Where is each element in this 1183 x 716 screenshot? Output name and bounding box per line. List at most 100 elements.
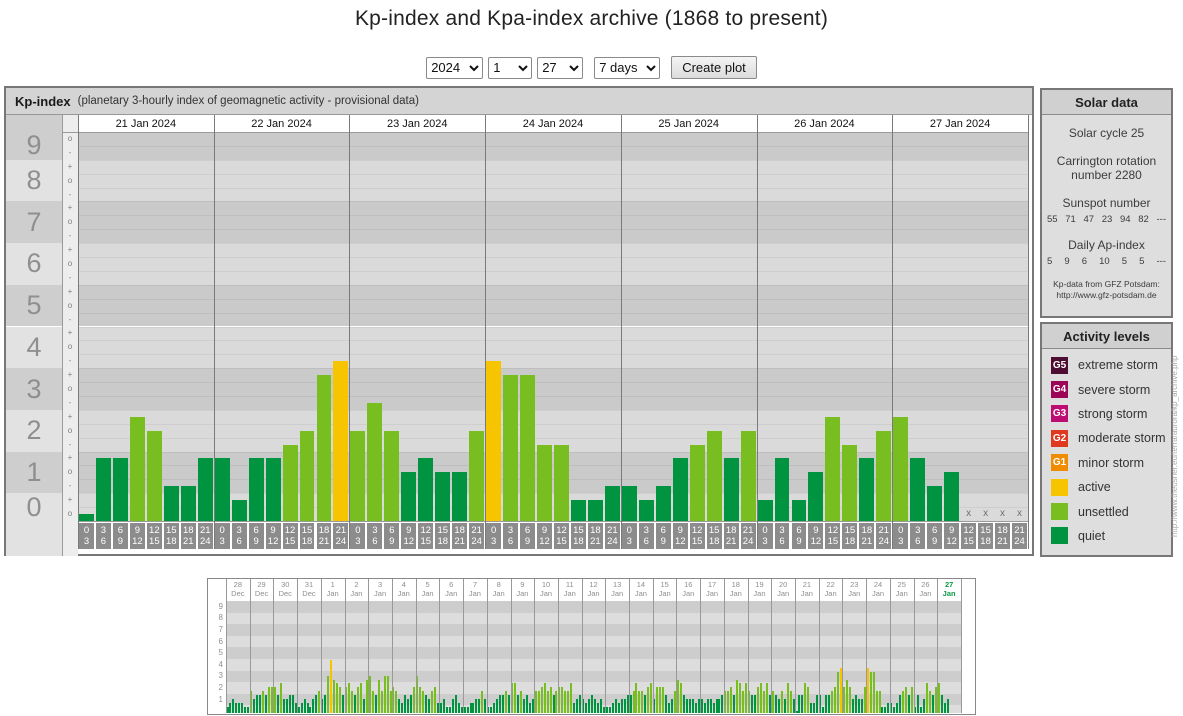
solar-value: 82	[1138, 214, 1149, 225]
overview-bar	[291, 695, 294, 713]
overview-day-separator	[534, 579, 536, 713]
overview-bar	[662, 687, 665, 713]
legend-label: strong storm	[1078, 406, 1148, 421]
overview-bar	[943, 702, 946, 713]
timespan-select[interactable]: 7 days	[594, 56, 661, 79]
day-select[interactable]: 27	[537, 56, 584, 79]
overview-date-label: 9 Jan	[516, 580, 529, 598]
overview-bar	[620, 698, 623, 713]
kp-plot-band	[78, 326, 1028, 369]
kp-axis-band	[6, 201, 62, 244]
overview-bar	[439, 702, 442, 713]
overview-bar	[644, 695, 647, 713]
overview-bar	[685, 698, 688, 713]
legend-row: quiet	[1042, 524, 1171, 548]
solar-value: ---	[1156, 214, 1167, 225]
year-select[interactable]: 2024	[426, 56, 484, 79]
kp-bar	[367, 402, 383, 521]
overview-bar	[478, 698, 481, 713]
solar-value: 23	[1101, 214, 1113, 225]
overview-bar	[585, 702, 588, 713]
overview-bar	[342, 695, 345, 713]
overview-bar	[629, 695, 632, 713]
overview-bar	[336, 683, 339, 713]
overview-bar	[534, 691, 537, 713]
overview-bar	[854, 695, 857, 713]
kp-subtick: -	[68, 272, 72, 282]
legend-row: G4 severe storm	[1042, 377, 1171, 401]
overview-date-label: 17 Jan	[705, 580, 719, 598]
overview-bar	[665, 695, 668, 713]
overview-chart: 9 8 7 6 5 4 3 2 1 28 Dec 29 Dec 30 Dec 31 Dec 1 Jan 2 Jan 3 Ja…	[208, 579, 975, 714]
overview-bar	[718, 698, 721, 713]
overview-bar	[226, 706, 229, 713]
kp-gridline	[78, 159, 1028, 161]
overview-bar	[410, 695, 413, 713]
overview-bar	[256, 695, 259, 713]
overview-bar	[688, 698, 691, 713]
kp-bar	[808, 472, 824, 521]
ap-label: Daily Ap-index	[1068, 238, 1145, 252]
overview-band	[226, 659, 961, 671]
ap-index-values: 5 9 6 10 5 5 ---	[1042, 252, 1171, 267]
overview-bar	[309, 706, 312, 713]
overview-bar	[839, 667, 842, 713]
kp-gridline	[78, 368, 1028, 370]
overview-bar	[475, 698, 478, 713]
overview-bar	[875, 691, 878, 713]
overview-bar	[315, 695, 318, 713]
kp-gridline	[78, 340, 1028, 342]
legend-color-chip: G5	[1051, 356, 1068, 374]
create-plot-button[interactable]: Create plot	[671, 56, 757, 79]
overview-bar	[333, 679, 336, 713]
day-separator	[756, 115, 758, 549]
overview-bar	[795, 710, 798, 713]
overview-bar	[902, 691, 905, 713]
kp-bar	[197, 458, 213, 521]
hour-label-box: 12 15	[554, 523, 569, 549]
overview-bar	[757, 687, 759, 713]
kp-index-panel: Kp-index (planetary 3-hourly index of ge…	[4, 86, 1034, 556]
hour-label-box: 15 18	[706, 523, 722, 549]
overview-bar	[276, 695, 279, 713]
hour-label-box: 21 24	[604, 523, 620, 549]
kp-bar	[876, 430, 892, 521]
kp-bar	[689, 444, 705, 521]
kp-gridline	[78, 312, 1028, 314]
kp-subtick: +	[67, 411, 73, 421]
overview-bar	[940, 695, 943, 713]
overview-bar	[380, 691, 383, 713]
overview-date-label: 30 Dec	[278, 580, 292, 598]
overview-axis-number: 8	[218, 613, 223, 623]
overview-day-separator	[320, 579, 322, 713]
overview-bar	[229, 702, 232, 713]
legend-label: severe storm	[1078, 382, 1151, 397]
overview-bar	[834, 687, 837, 713]
overview-bar	[508, 695, 511, 713]
overview-date-label: 15 Jan	[658, 580, 671, 598]
month-select[interactable]: 1	[488, 56, 533, 79]
overview-bar	[789, 691, 792, 713]
overview-axis-number: 1	[218, 694, 223, 704]
overview-date-label: 20 Jan	[777, 580, 790, 598]
overview-bar	[748, 691, 751, 713]
kp-axis-band	[6, 368, 62, 410]
overview-bar	[715, 698, 718, 713]
kp-bar	[520, 375, 536, 521]
overview-bar	[348, 683, 350, 713]
hour-label-box: 15 18	[570, 523, 586, 549]
overview-bar	[457, 702, 460, 713]
kp-bar	[554, 444, 569, 521]
overview-bar	[321, 698, 324, 713]
overview-bar	[783, 698, 786, 713]
kp-axis-band	[6, 284, 62, 327]
kp-subtick: o	[67, 217, 73, 227]
overview-bar	[706, 698, 709, 713]
solar-value: 5	[1047, 256, 1053, 267]
